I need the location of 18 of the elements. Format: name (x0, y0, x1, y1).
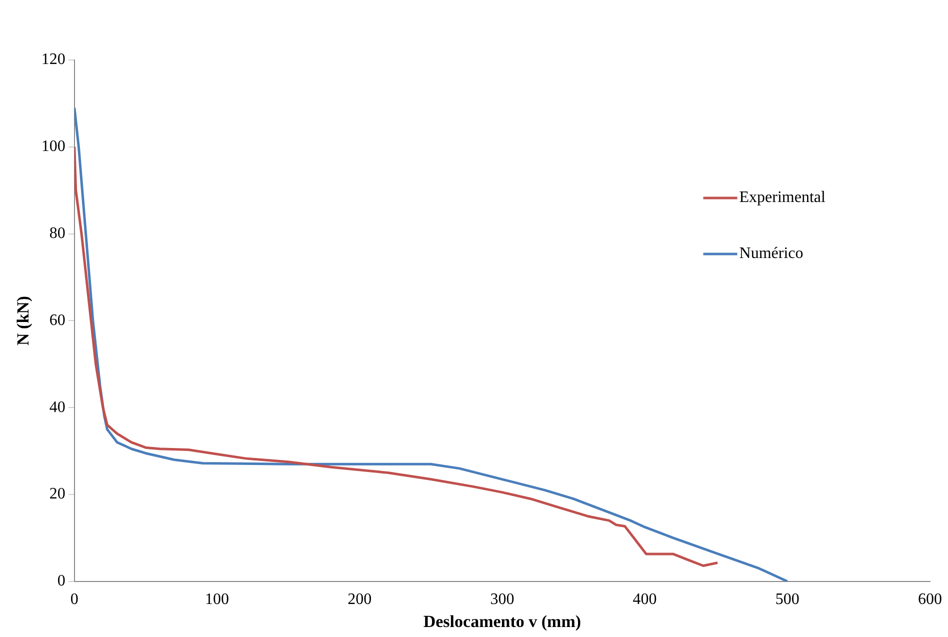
x-axis-title: Deslocamento v (mm) (423, 612, 582, 632)
y-tick-label: 60 (49, 312, 66, 329)
y-tick-label: 40 (49, 398, 66, 416)
y-tick-label: 120 (41, 51, 66, 68)
x-tick-label: 200 (348, 591, 372, 608)
x-tick-label: 500 (775, 591, 800, 608)
y-axis-title: N (kN) (14, 296, 33, 346)
y-tick-label: 80 (49, 225, 66, 242)
x-tick-label: 600 (918, 591, 942, 608)
legend-label: Experimental (739, 189, 826, 206)
y-tick-label: 20 (49, 486, 66, 503)
x-tick-label: 400 (632, 591, 657, 608)
y-tick-label: 0 (57, 572, 66, 590)
x-tick-label: 100 (205, 591, 229, 608)
x-tick-label: 300 (490, 591, 514, 608)
x-tick-label: 0 (70, 591, 78, 608)
y-tick-label: 100 (41, 138, 66, 156)
legend-label: Numérico (739, 245, 804, 262)
